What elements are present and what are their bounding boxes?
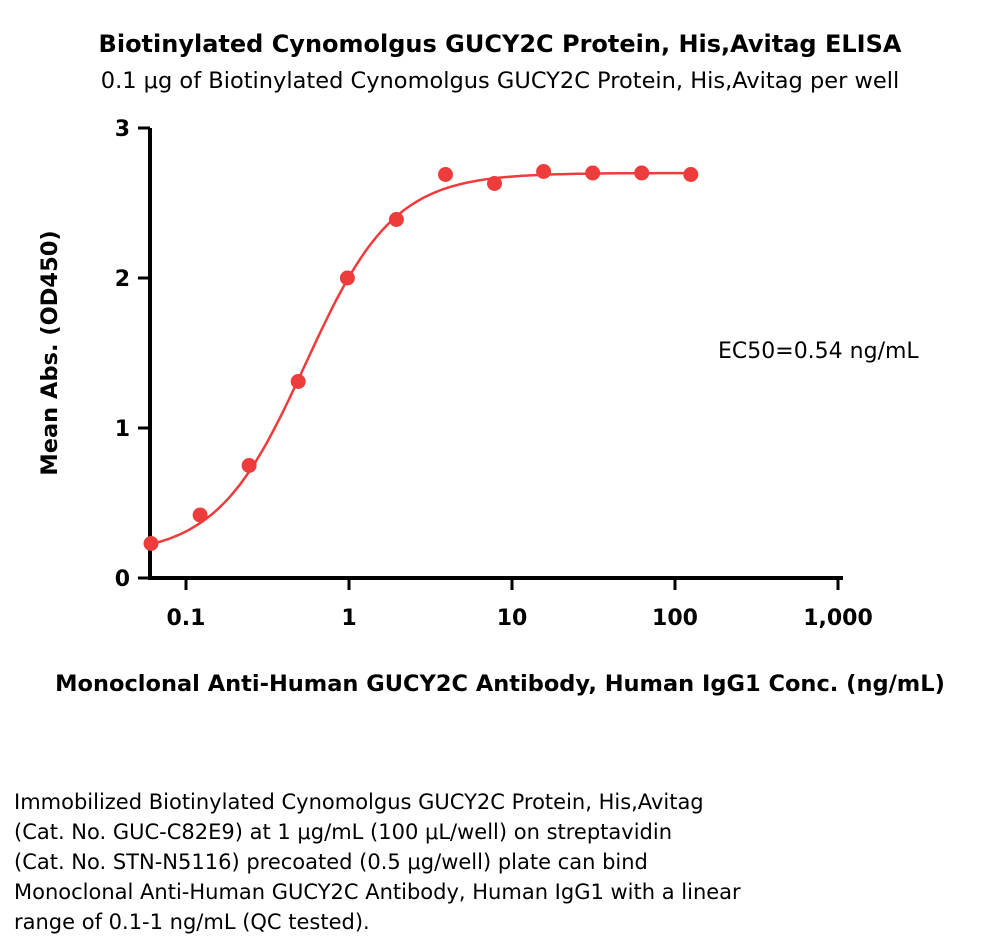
y-tick-label: 3: [115, 117, 130, 142]
data-point: [536, 164, 552, 179]
caption-line: range of 0.1-1 ng/mL (QC tested).: [14, 910, 370, 934]
data-point: [683, 167, 699, 182]
data-point: [143, 536, 159, 551]
caption-line: (Cat. No. GUC-C82E9) at 1 μg/mL (100 μL/…: [14, 820, 673, 844]
caption-line: Immobilized Biotinylated Cynomolgus GUCY…: [14, 790, 704, 814]
data-point: [339, 270, 355, 286]
y-tick-label: 1: [115, 417, 130, 442]
y-axis-title: Mean Abs. (OD450): [37, 230, 63, 475]
chart-title: Biotinylated Cynomolgus GUCY2C Protein, …: [98, 30, 902, 58]
caption-line: (Cat. No. STN-N5116) precoated (0.5 μg/w…: [14, 850, 648, 874]
fit-curve: [144, 171, 695, 547]
x-tick-label: 1,000: [803, 606, 873, 631]
data-point: [192, 507, 208, 523]
y-tick-label: 0: [115, 567, 130, 592]
data-point: [241, 458, 257, 473]
x-tick-label: 1: [341, 606, 356, 631]
figure-caption: Immobilized Biotinylated Cynomolgus GUCY…: [14, 787, 1000, 937]
data-point: [634, 165, 650, 181]
data-point: [290, 374, 306, 389]
data-point: [585, 165, 601, 181]
x-tick-label: 0.1: [167, 606, 206, 631]
x-axis-title: Monoclonal Anti-Human GUCY2C Antibody, H…: [55, 671, 945, 697]
y-tick-label: 2: [115, 267, 130, 292]
chart-subtitle: 0.1 μg of Biotinylated Cynomolgus GUCY2C…: [100, 68, 900, 94]
ec50-annotation: EC50=0.54 ng/mL: [718, 339, 919, 364]
data-point: [438, 167, 453, 182]
x-tick-label: 100: [652, 606, 698, 631]
data-point: [487, 176, 502, 191]
x-tick-label: 10: [497, 606, 528, 631]
data-point: [388, 212, 404, 227]
caption-line: Monoclonal Anti-Human GUCY2C Antibody, H…: [14, 880, 741, 904]
elisa-dose-response-chart: 0.1 1 10 100 1,000 0 1 2 3 Mean Abs. (OD450) EC50=…: [37, 117, 919, 631]
